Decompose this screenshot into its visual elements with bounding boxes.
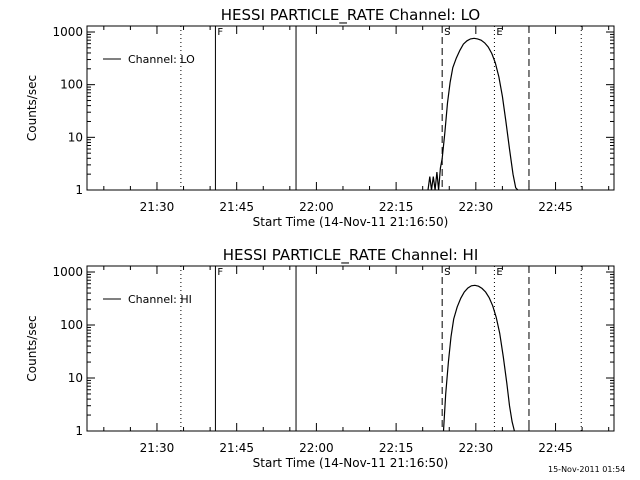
marker-label: S bbox=[444, 267, 450, 278]
x-tick-label: 22:45 bbox=[538, 441, 573, 455]
marker-label: E bbox=[496, 27, 502, 38]
marker-label: F bbox=[217, 267, 223, 278]
panel-hi: HESSI PARTICLE_RATE Channel: HI 1 10 100 100… bbox=[25, 246, 615, 470]
x-axis-label: Start Time (14-Nov-11 21:16:50) bbox=[253, 456, 449, 470]
print-timestamp: 15-Nov-2011 01:54 bbox=[548, 465, 626, 474]
series-line bbox=[442, 284, 515, 432]
series-line bbox=[427, 37, 519, 191]
y-tick-label: 1000 bbox=[52, 25, 83, 39]
x-tick-label: 21:45 bbox=[219, 200, 254, 214]
y-tick-label: 100 bbox=[60, 78, 83, 92]
y-tick-label: 1 bbox=[75, 424, 83, 438]
x-tick-label: 21:30 bbox=[140, 441, 175, 455]
panel-lo: HESSI PARTICLE_RATE Channel: LO 1 10 100 100… bbox=[25, 6, 615, 229]
y-tick-label: 100 bbox=[60, 318, 83, 332]
x-tick-label: 22:15 bbox=[379, 441, 414, 455]
x-tick-label: 22:15 bbox=[379, 200, 414, 214]
x-axis-label: Start Time (14-Nov-11 21:16:50) bbox=[253, 215, 449, 229]
x-tick-label: 21:30 bbox=[140, 200, 175, 214]
marker-label: S bbox=[444, 27, 450, 38]
x-tick-label: 22:30 bbox=[459, 200, 494, 214]
legend-entry: Channel: LO bbox=[128, 53, 195, 66]
plot-frame bbox=[86, 25, 615, 191]
legend-entry: Channel: HI bbox=[128, 293, 192, 306]
x-tick-label: 22:00 bbox=[299, 200, 334, 214]
plot-frame bbox=[86, 265, 615, 432]
y-axis-label: Counts/sec bbox=[25, 315, 39, 381]
chart-title: HESSI PARTICLE_RATE Channel: HI bbox=[223, 246, 479, 265]
y-tick-label: 1000 bbox=[52, 265, 83, 279]
y-tick-label: 1 bbox=[75, 183, 83, 197]
y-axis-label: Counts/sec bbox=[25, 75, 39, 141]
x-tick-label: 21:45 bbox=[219, 441, 254, 455]
marker-label: E bbox=[496, 267, 502, 278]
x-tick-label: 22:30 bbox=[459, 441, 494, 455]
marker-label: F bbox=[217, 27, 223, 38]
chart-title: HESSI PARTICLE_RATE Channel: LO bbox=[221, 6, 480, 25]
x-tick-label: 22:45 bbox=[538, 200, 573, 214]
y-tick-label: 10 bbox=[68, 130, 83, 144]
y-tick-label: 10 bbox=[68, 371, 83, 385]
x-tick-label: 22:00 bbox=[299, 441, 334, 455]
